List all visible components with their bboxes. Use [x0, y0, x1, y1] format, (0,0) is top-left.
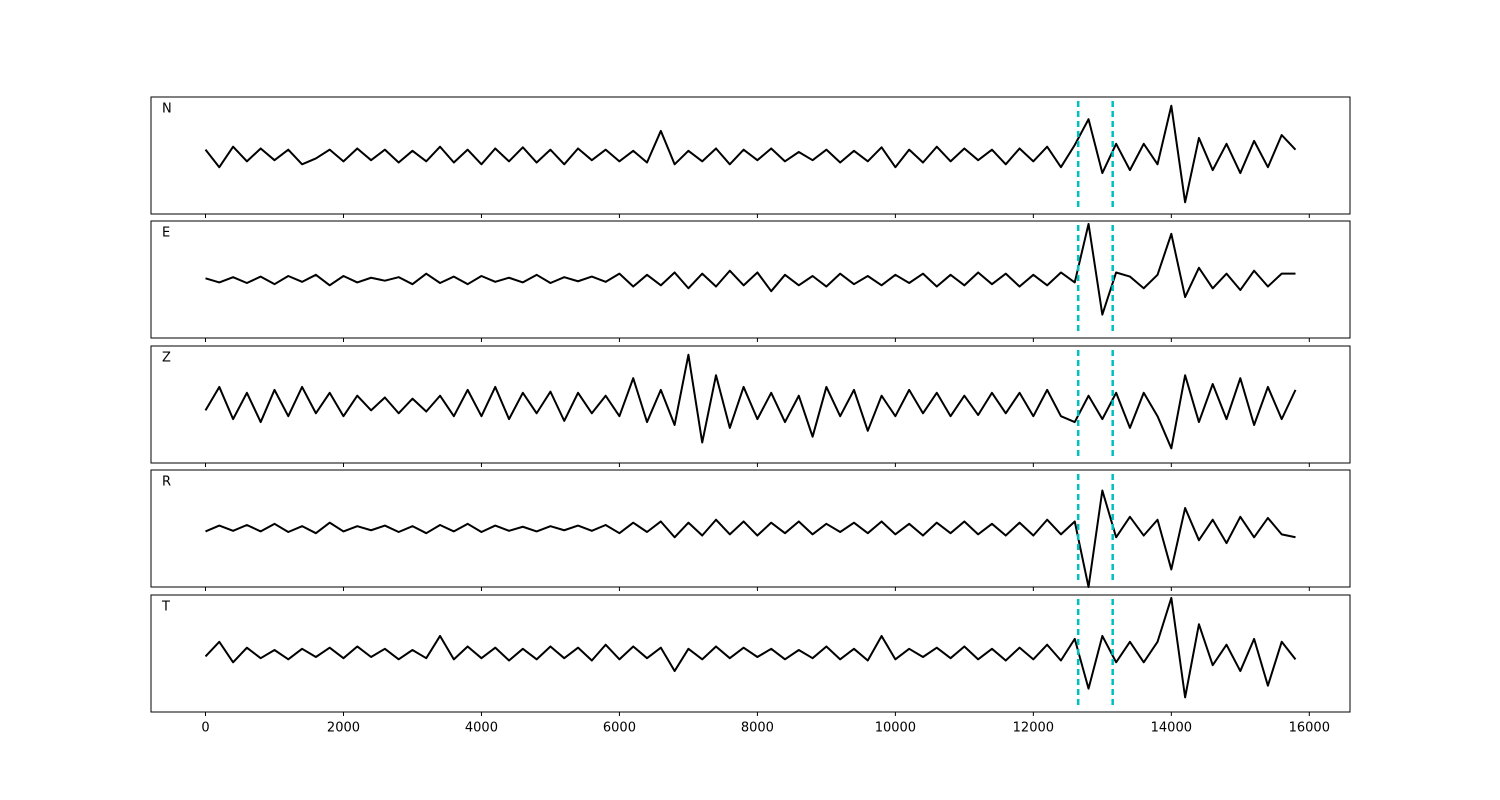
panel-label: N [162, 102, 172, 117]
waveform [204, 596, 1297, 699]
x-tick-label: 2000 [327, 721, 360, 736]
panel-frame [150, 96, 1351, 215]
panel-frame [150, 345, 1351, 464]
panel-label: E [162, 226, 170, 241]
panel-label: Z [162, 351, 171, 366]
waveform [204, 104, 1297, 204]
x-tick-label: 8000 [741, 721, 774, 736]
panel-label: R [162, 475, 171, 490]
waveform [205, 489, 1296, 588]
panel-frame [150, 220, 1351, 339]
x-tick-label: 10000 [875, 721, 916, 736]
panel-frame [150, 469, 1351, 588]
waveform [205, 222, 1296, 316]
x-tick-label: 12000 [1013, 721, 1054, 736]
x-tick-label: 6000 [603, 721, 636, 736]
x-tick-label: 4000 [465, 721, 498, 736]
x-tick-label: 0 [201, 721, 209, 736]
x-tick-label: 16000 [1289, 721, 1330, 736]
x-tick-label: 14000 [1151, 721, 1192, 736]
waveform [204, 353, 1297, 450]
panel-label: T [161, 600, 170, 615]
panel-frame [150, 594, 1351, 713]
